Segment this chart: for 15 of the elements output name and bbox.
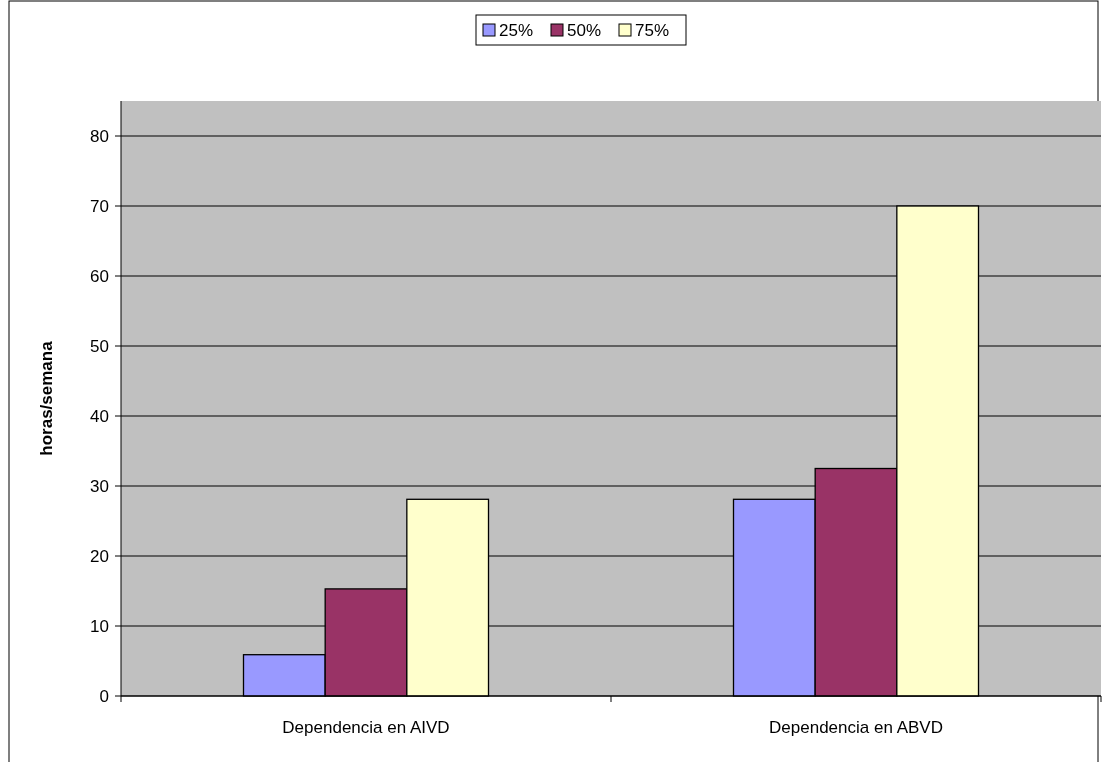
legend-label: 25%: [499, 20, 534, 40]
y-tick-label: 60: [90, 266, 109, 286]
x-tick-label: Dependencia en ABVD: [769, 718, 943, 737]
y-tick-label: 40: [90, 406, 109, 426]
y-axis-title: horas/semana: [37, 340, 56, 456]
y-tick-label: 70: [90, 196, 109, 216]
y-tick-label: 0: [99, 686, 109, 706]
y-tick-label: 20: [90, 546, 109, 566]
legend-label: 75%: [635, 20, 670, 40]
y-tick-label: 80: [90, 126, 109, 146]
y-tick-label: 30: [90, 476, 109, 496]
y-tick-label: 10: [90, 616, 109, 636]
y-tick-label: 50: [90, 336, 109, 356]
legend-label: 50%: [567, 20, 602, 40]
x-tick-label: Dependencia en AIVD: [282, 718, 450, 737]
